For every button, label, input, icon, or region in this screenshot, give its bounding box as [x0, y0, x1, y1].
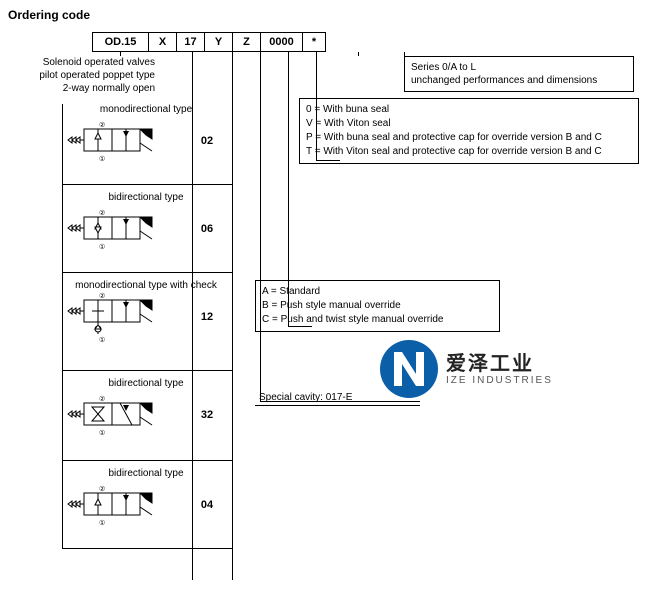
code-cell-0000: 0000: [260, 32, 302, 52]
valve-symbol-icon: ② ①: [62, 207, 172, 251]
page-title: Ordering code: [8, 8, 90, 22]
override-option: A = Standard: [262, 285, 493, 299]
code-cell-17: 17: [176, 32, 204, 52]
code-cell-z: Z: [232, 32, 260, 52]
svg-text:②: ②: [99, 292, 105, 300]
variant-block: monodirectional type with check ② ①: [62, 280, 230, 339]
code-cell-base: OD.15: [92, 32, 148, 52]
seal-option: 0 = With buna seal: [306, 103, 632, 117]
svg-text:②: ②: [99, 209, 105, 217]
svg-text:②: ②: [99, 395, 105, 403]
override-option: C = Push and twist style manual override: [262, 313, 493, 327]
valve-symbol-icon: ② ①: [62, 119, 172, 163]
variant-block: monodirectional type ② ① 02: [62, 104, 230, 163]
seal-option: T = With Viton seal and protective cap f…: [306, 145, 632, 159]
svg-text:①: ①: [99, 429, 105, 437]
valve-description: Solenoid operated valves pilot operated …: [20, 56, 155, 95]
desc-line: Solenoid operated valves: [20, 56, 155, 69]
svg-text:①: ①: [99, 155, 105, 163]
variant-title: monodirectional type: [62, 104, 230, 115]
variant-code: 06: [192, 223, 222, 235]
variant-title: bidirectional type: [62, 468, 230, 479]
variant-code: 32: [192, 409, 222, 421]
desc-line: pilot operated poppet type: [20, 69, 155, 82]
watermark-logo: 爱泽工业 IZE INDUSTRIES: [380, 340, 553, 398]
override-options-box: A = Standard B = Push style manual overr…: [255, 280, 500, 332]
logo-text-en: IZE INDUSTRIES: [446, 375, 553, 386]
svg-text:①: ①: [99, 519, 105, 527]
code-cell-y: Y: [204, 32, 232, 52]
svg-text:②: ②: [99, 485, 105, 493]
variant-code: 12: [192, 311, 222, 323]
variant-code: 04: [192, 499, 222, 511]
seal-option: V = With Viton seal: [306, 117, 632, 131]
seal-option: P = With buna seal and protective cap fo…: [306, 131, 632, 145]
override-option: B = Push style manual override: [262, 299, 493, 313]
desc-line: 2-way normally open: [20, 82, 155, 95]
svg-text:①: ①: [99, 243, 105, 251]
svg-text:②: ②: [99, 121, 105, 129]
seal-options-box: 0 = With buna seal V = With Viton seal P…: [299, 98, 639, 164]
valve-symbol-icon: ② ①: [62, 295, 172, 339]
series-line: Series 0/A to L: [411, 61, 627, 74]
series-line: unchanged performances and dimensions: [411, 74, 627, 87]
svg-text:①: ①: [99, 336, 105, 344]
variant-block: bidirectional type ② ① 04: [62, 468, 230, 527]
valve-symbol-icon: ② ①: [62, 393, 172, 437]
variant-code: 02: [192, 135, 222, 147]
variant-title: bidirectional type: [62, 192, 230, 203]
variant-block: bidirectional type ② ① 06: [62, 192, 230, 251]
series-box: Series 0/A to L unchanged performances a…: [404, 56, 634, 92]
variant-title: bidirectional type: [62, 378, 230, 389]
code-cell-x: X: [148, 32, 176, 52]
valve-symbol-icon: ② ①: [62, 483, 172, 527]
code-cell-star: *: [302, 32, 326, 52]
variant-block: bidirectional type ② ① 32: [62, 378, 230, 437]
logo-text-cn: 爱泽工业: [446, 353, 553, 375]
logo-icon: [380, 340, 438, 398]
ordering-code-row: OD.15 X 17 Y Z 0000 *: [92, 32, 326, 52]
